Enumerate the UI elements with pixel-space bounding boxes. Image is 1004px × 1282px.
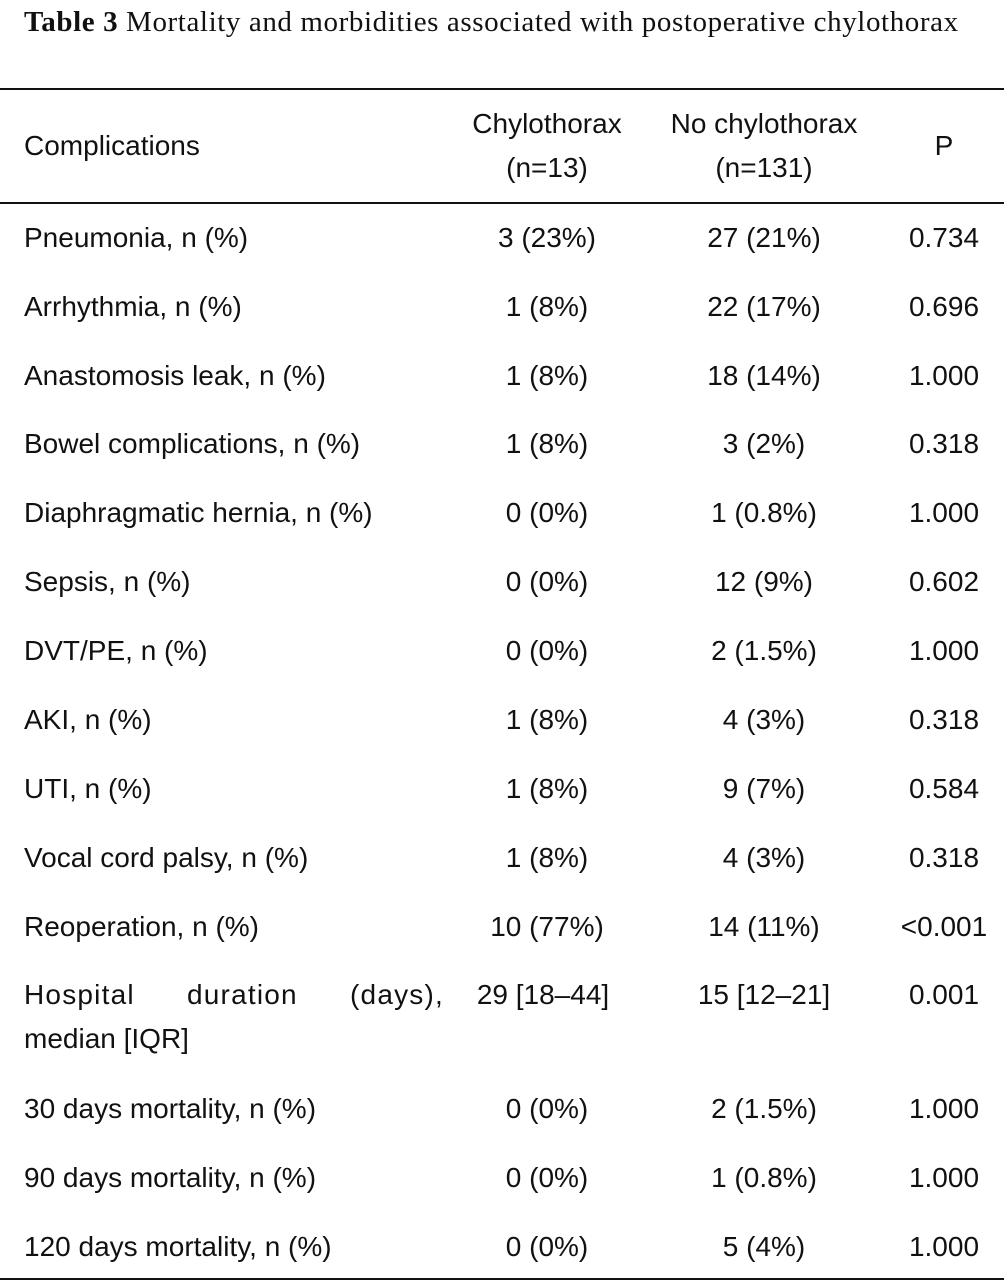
row-uti-chylothorax: 1 (8%) [505,773,589,804]
row-bowel-complications-chylothorax: 1 (8%) [505,428,589,459]
row-90-days-mortality-no-chylothorax: 1 (0.8%) [711,1162,817,1193]
row-90-days-mortality-p: 1.000 [908,1162,980,1193]
row-hospital-duration-no-chylothorax: 15 [12–21] [697,979,831,1010]
header-no-chylothorax-label: No chylothorax [670,108,858,139]
row-arrhythmia-no-chylothorax: 22 (17%) [707,291,821,322]
header-chylothorax-label: Chylothorax [472,108,622,139]
row-pneumonia-p: 0.734 [908,222,980,253]
row-anastomosis-leak-chylothorax: 1 (8%) [505,360,589,391]
table-caption-label: Table 3 [24,6,119,38]
header-no-chylothorax: No chylothorax (n=131) [645,102,883,190]
header-complications: Complications [24,130,200,161]
row-arrhythmia-p: 0.696 [908,291,980,322]
row-aki-no-chylothorax: 4 (3%) [722,704,806,735]
row-hospital-duration-name-line1: Hospital duration (days), [24,979,444,1010]
row-hospital-duration-p: 0.001 [908,979,980,1010]
row-120-days-mortality-no-chylothorax: 5 (4%) [722,1231,806,1262]
row-vocal-cord-palsy-no-chylothorax: 4 (3%) [722,842,806,873]
row-90-days-mortality-chylothorax: 0 (0%) [505,1162,589,1193]
row-pneumonia-no-chylothorax: 27 (21%) [707,222,821,253]
header-chylothorax: Chylothorax (n=13) [456,102,638,190]
table-header-rule [0,202,1004,204]
row-diaphragmatic-hernia-p: 1.000 [908,497,980,528]
header-chylothorax-n: (n=13) [506,152,588,183]
row-reoperation-chylothorax: 10 (77%) [490,911,604,942]
row-30-days-mortality-chylothorax: 0 (0%) [505,1093,589,1124]
row-vocal-cord-palsy-name: Vocal cord palsy, n (%) [24,842,309,873]
row-30-days-mortality-p: 1.000 [908,1093,980,1124]
row-hospital-duration-name: Hospital duration (days), median [IQR] [24,973,444,1061]
row-reoperation-name: Reoperation, n (%) [24,911,260,942]
row-dvt-pe-chylothorax: 0 (0%) [505,635,589,666]
row-sepsis-chylothorax: 0 (0%) [505,566,589,597]
row-sepsis-name: Sepsis, n (%) [24,566,191,597]
row-hospital-duration-chylothorax: 29 [18–44] [476,979,610,1010]
row-90-days-mortality-name: 90 days mortality, n (%) [24,1162,317,1193]
header-p-value: P [934,130,954,161]
row-30-days-mortality-name: 30 days mortality, n (%) [24,1093,317,1124]
row-dvt-pe-p: 1.000 [908,635,980,666]
row-diaphragmatic-hernia-name: Diaphragmatic hernia, n (%) [24,497,373,528]
row-anastomosis-leak-no-chylothorax: 18 (14%) [707,360,821,391]
table-caption: Table 3 Mortality and morbidities associ… [24,0,984,44]
row-sepsis-no-chylothorax: 12 (9%) [714,566,814,597]
table-bottom-rule [0,1278,1004,1280]
row-uti-no-chylothorax: 9 (7%) [722,773,806,804]
table-top-rule [0,88,1004,90]
row-reoperation-no-chylothorax: 14 (11%) [708,911,820,942]
row-aki-name: AKI, n (%) [24,704,152,735]
row-dvt-pe-name: DVT/PE, n (%) [24,635,208,666]
row-aki-chylothorax: 1 (8%) [505,704,589,735]
header-no-chylothorax-n: (n=131) [715,152,813,183]
row-bowel-complications-no-chylothorax: 3 (2%) [722,428,806,459]
row-diaphragmatic-hernia-chylothorax: 0 (0%) [505,497,589,528]
row-30-days-mortality-no-chylothorax: 2 (1.5%) [711,1093,817,1124]
row-aki-p: 0.318 [908,704,980,735]
row-hospital-duration-name-line2: median [IQR] [24,1023,189,1054]
row-pneumonia-chylothorax: 3 (23%) [497,222,597,253]
row-vocal-cord-palsy-p: 0.318 [908,842,980,873]
row-arrhythmia-name: Arrhythmia, n (%) [24,291,242,322]
row-diaphragmatic-hernia-no-chylothorax: 1 (0.8%) [711,497,817,528]
row-uti-name: UTI, n (%) [24,773,152,804]
row-120-days-mortality-p: 1.000 [908,1231,980,1262]
row-anastomosis-leak-name: Anastomosis leak, n (%) [24,360,326,391]
row-vocal-cord-palsy-chylothorax: 1 (8%) [505,842,589,873]
row-120-days-mortality-chylothorax: 0 (0%) [505,1231,589,1262]
table-caption-text: Mortality and morbidities associated wit… [118,6,959,38]
row-dvt-pe-no-chylothorax: 2 (1.5%) [711,635,817,666]
row-120-days-mortality-name: 120 days mortality, n (%) [24,1231,332,1262]
row-pneumonia-name: Pneumonia, n (%) [24,222,249,253]
row-bowel-complications-p: 0.318 [908,428,980,459]
row-bowel-complications-name: Bowel complications, n (%) [24,428,361,459]
row-uti-p: 0.584 [908,773,980,804]
row-anastomosis-leak-p: 1.000 [908,360,980,391]
row-sepsis-p: 0.602 [908,566,980,597]
row-reoperation-p: <0.001 [900,911,988,942]
row-arrhythmia-chylothorax: 1 (8%) [505,291,589,322]
